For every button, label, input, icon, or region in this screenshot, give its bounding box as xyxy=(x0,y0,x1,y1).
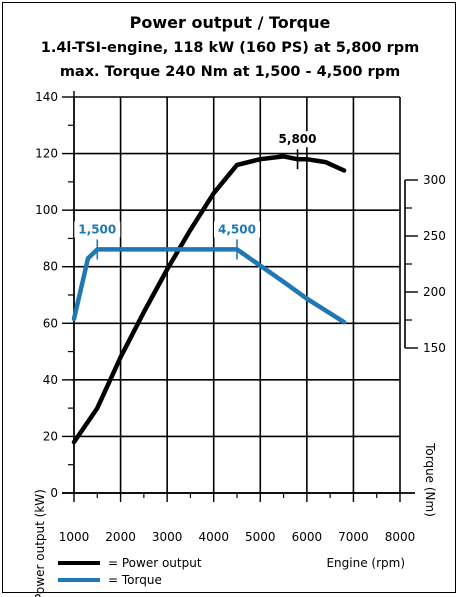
y-tick-label: 140 xyxy=(35,90,58,104)
x-tick-label: 3000 xyxy=(152,530,183,544)
legend-power-label: = Power output xyxy=(108,556,202,570)
right-tick-label: 200 xyxy=(423,285,446,299)
right-tick-label: 150 xyxy=(423,341,446,355)
title-block: Power output / Torque 1.4l-TSI-engine, 1… xyxy=(41,13,420,80)
x-tick-label: 4000 xyxy=(198,530,229,544)
annotation-label: 4,500 xyxy=(218,222,256,236)
legend: = Power output = Torque xyxy=(58,556,202,587)
power-output-line xyxy=(71,154,347,445)
x-tick-label: 1000 xyxy=(59,530,90,544)
x-tick-label: 2000 xyxy=(105,530,136,544)
y-axis-label-right: Torque (Nm) xyxy=(423,442,437,517)
chart-subtitle-2: max. Torque 240 Nm at 1,500 - 4,500 rpm xyxy=(60,64,400,80)
chart-subtitle-1: 1.4l-TSI-engine, 118 kW (160 PS) at 5,80… xyxy=(41,40,420,56)
chart-frame xyxy=(2,2,456,593)
right-tick-label: 300 xyxy=(423,173,446,187)
x-tick-label: 5000 xyxy=(245,530,276,544)
y-tick-label: 100 xyxy=(35,203,58,217)
y-tick-label: 120 xyxy=(35,147,58,161)
axes xyxy=(62,91,415,494)
x-tick-label: 8000 xyxy=(385,530,416,544)
y-tick-label: 80 xyxy=(43,260,58,274)
ticks: 1000 2000 3000 4000 5000 6000 7000 8000 0 20 40 60 8… xyxy=(35,90,446,544)
x-axis-label: Engine (rpm) xyxy=(326,556,405,570)
series-group xyxy=(71,154,347,445)
x-tick-label: 6000 xyxy=(292,530,323,544)
annotation-label-bg xyxy=(274,131,321,148)
y-tick-label: 60 xyxy=(43,316,58,330)
legend-torque-label: = Torque xyxy=(108,573,162,587)
x-tick-label: 7000 xyxy=(338,530,369,544)
chart-title: Power output / Torque xyxy=(130,13,331,32)
annotation-label-bg xyxy=(214,221,260,238)
annotation-label: 1,500 xyxy=(78,222,116,236)
right-tick-label: 250 xyxy=(423,229,446,243)
annotation-label: 5,800 xyxy=(279,132,317,146)
y-tick-label: 40 xyxy=(43,373,58,387)
y-tick-label: 0 xyxy=(50,486,58,500)
annotation-label-bg xyxy=(74,221,121,238)
grid xyxy=(73,96,401,494)
annotations: 5,800 1,500 4,500 xyxy=(74,131,321,260)
y-tick-label: 20 xyxy=(43,429,58,443)
y-axis-label-left: Power output (kW) xyxy=(33,489,47,597)
torque-line xyxy=(71,247,347,325)
